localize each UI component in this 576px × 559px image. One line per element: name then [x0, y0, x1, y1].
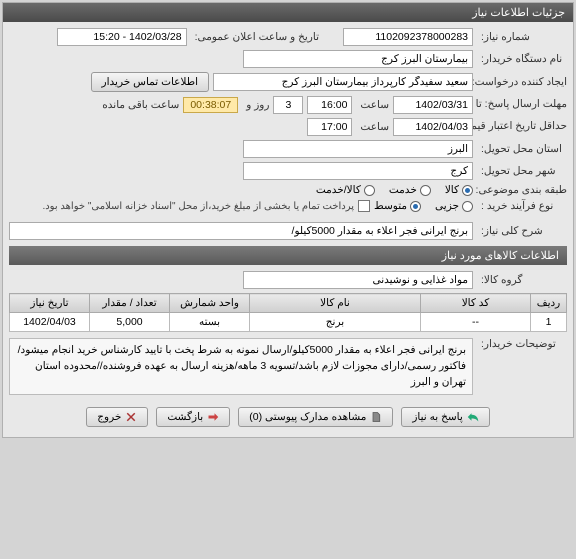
- radio-dot-icon: [410, 201, 421, 212]
- radio-kala[interactable]: کالا: [445, 184, 473, 196]
- province-label: استان محل تحویل:: [477, 143, 567, 155]
- back-button[interactable]: بازگشت: [156, 407, 230, 427]
- time-label-2: ساعت: [356, 121, 389, 133]
- remaining-label: ساعت باقی مانده: [98, 99, 179, 111]
- cell-code: --: [421, 313, 531, 332]
- col-code: کد کالا: [421, 294, 531, 313]
- col-unit: واحد شمارش: [170, 294, 250, 313]
- requester-input[interactable]: [213, 73, 473, 91]
- radio-small[interactable]: جزیی: [435, 200, 473, 212]
- group-label: گروه کالا:: [477, 274, 567, 286]
- col-qty: تعداد / مقدار: [90, 294, 170, 313]
- table-row[interactable]: 1 -- برنج بسته 5,000 1402/04/03: [10, 313, 567, 332]
- subject-radio-group: کالا خدمت کالا/خدمت: [316, 184, 473, 196]
- price-valid-label: حداقل تاریخ اعتبار قیمت: تا تاریخ:: [477, 121, 567, 133]
- buyer-notes-box: برنج ایرانی فجر اعلاء به مقدار 5000کیلو/…: [9, 338, 473, 395]
- cell-name: برنج: [250, 313, 421, 332]
- reply-time-input[interactable]: [307, 96, 352, 114]
- back-icon: [207, 411, 219, 423]
- desc-input[interactable]: [9, 222, 473, 240]
- radio-service[interactable]: خدمت: [389, 184, 431, 196]
- need-number-input[interactable]: [343, 28, 473, 46]
- footer-buttons: پاسخ به نیاز مشاهده مدارک پیوستی (0) باز…: [9, 399, 567, 431]
- radio-medium[interactable]: متوسط: [374, 200, 421, 212]
- countdown-timer: 00:38:07: [183, 97, 238, 113]
- buyer-org-input[interactable]: [243, 50, 473, 68]
- group-input[interactable]: [243, 271, 473, 289]
- time-label-1: ساعت: [356, 99, 389, 111]
- reply-deadline-label: مهلت ارسال پاسخ: تا تاریخ:: [477, 99, 567, 111]
- exit-icon: [125, 411, 137, 423]
- buy-type-label: نوع فرآیند خرید :: [477, 200, 567, 212]
- requester-label: ایجاد کننده درخواست:: [477, 76, 567, 88]
- exit-button[interactable]: خروج: [86, 407, 148, 427]
- cell-date: 1402/04/03: [10, 313, 90, 332]
- items-section-title: اطلاعات کالاهای مورد نیاز: [9, 246, 567, 265]
- city-label: شهر محل تحویل:: [477, 165, 567, 177]
- reply-date-input[interactable]: [393, 96, 473, 114]
- col-date: تاریخ نیاز: [10, 294, 90, 313]
- checkbox-treasury[interactable]: [358, 200, 370, 212]
- subject-class-label: طبقه بندی موضوعی:: [477, 184, 567, 196]
- attachments-button[interactable]: مشاهده مدارک پیوستی (0): [238, 407, 393, 427]
- days-input[interactable]: [273, 96, 303, 114]
- buy-type-radio-group: جزیی متوسط: [374, 200, 473, 212]
- desc-label: شرح کلی نیاز:: [477, 225, 567, 237]
- radio-dot-icon: [420, 185, 431, 196]
- attachment-icon: [370, 411, 382, 423]
- cell-row: 1: [531, 313, 567, 332]
- col-name: نام کالا: [250, 294, 421, 313]
- reply-icon: [467, 411, 479, 423]
- treasury-note: پرداخت تمام یا بخشی از مبلغ خرید،از محل …: [42, 201, 354, 212]
- col-row: ردیف: [531, 294, 567, 313]
- days-unit: روز و: [242, 99, 269, 111]
- radio-dot-icon: [462, 201, 473, 212]
- main-panel: جزئیات اطلاعات نیاز شماره نیاز: تاریخ و …: [2, 2, 574, 438]
- cell-qty: 5,000: [90, 313, 170, 332]
- contact-button-label: اطلاعات تماس خریدار: [102, 76, 198, 88]
- public-datetime-label: تاریخ و ساعت اعلان عمومی:: [191, 31, 319, 43]
- panel-title: جزئیات اطلاعات نیاز: [3, 3, 573, 22]
- cell-unit: بسته: [170, 313, 250, 332]
- price-date-input[interactable]: [393, 118, 473, 136]
- reply-button[interactable]: پاسخ به نیاز: [401, 407, 489, 427]
- province-input[interactable]: [243, 140, 473, 158]
- buyer-org-label: نام دستگاه خریدار:: [477, 53, 567, 65]
- panel-body: شماره نیاز: تاریخ و ساعت اعلان عمومی: نا…: [3, 22, 573, 437]
- city-input[interactable]: [243, 162, 473, 180]
- buyer-notes-label: توضیحات خریدار:: [477, 338, 567, 350]
- radio-both[interactable]: کالا/خدمت: [316, 184, 375, 196]
- public-datetime-input[interactable]: [57, 28, 187, 46]
- radio-dot-icon: [364, 185, 375, 196]
- price-time-input[interactable]: [307, 118, 352, 136]
- need-number-label: شماره نیاز:: [477, 31, 567, 43]
- radio-dot-icon: [462, 185, 473, 196]
- items-table: ردیف کد کالا نام کالا واحد شمارش تعداد /…: [9, 293, 567, 332]
- contact-buyer-button[interactable]: اطلاعات تماس خریدار: [91, 72, 209, 92]
